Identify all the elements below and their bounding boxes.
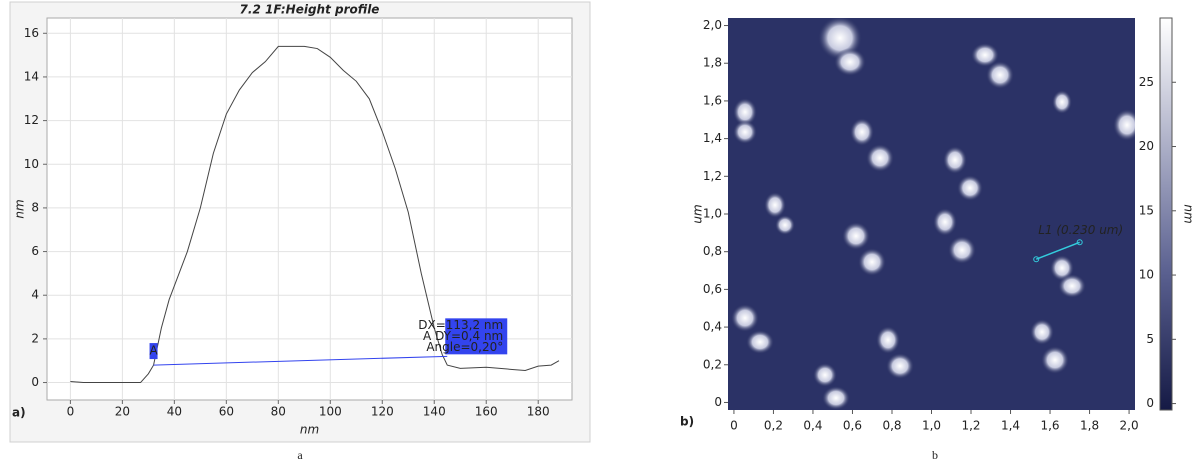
y-tick-label: 0,8	[703, 244, 722, 258]
x-tick-label: 1,6	[1040, 419, 1059, 433]
caption: b	[932, 448, 938, 462]
x-tick-label: 1,4	[1001, 419, 1020, 433]
x-tick-label: 0	[67, 405, 75, 419]
x-tick-label: 0	[730, 419, 738, 433]
measure-text: DX=113,2 nm	[418, 318, 503, 332]
y-tick-label: 1,8	[703, 56, 722, 70]
profile-marker-label: L1 (0.230 um)	[1038, 223, 1123, 237]
colorbar-tick-label: 5	[1146, 332, 1154, 346]
x-tick-label: 80	[271, 405, 286, 419]
y-tick-label: 0,4	[703, 320, 722, 334]
chart-title: 7.2 1F:Height profile	[240, 3, 380, 17]
y-tick-label: 1,4	[703, 131, 722, 145]
x-tick-label: 2,0	[1120, 419, 1139, 433]
y-tick-label: 4	[31, 288, 39, 302]
y-tick-label: 10	[24, 157, 39, 171]
colorbar-tick-label: 20	[1139, 139, 1154, 153]
y-tick-label: 0	[31, 375, 39, 389]
x-tick-label: 140	[423, 405, 446, 419]
colorbar-tick-label: 25	[1139, 75, 1154, 89]
measure-text: Angle=0,20°	[426, 340, 503, 354]
y-tick-label: 2,0	[703, 18, 722, 32]
x-tick-label: 0,6	[843, 419, 862, 433]
y-tick-label: 6	[31, 244, 39, 258]
afm-features	[731, 18, 1135, 410]
colorbar	[1159, 17, 1173, 411]
y-tick-label: 0,6	[703, 282, 722, 296]
x-axis-label: nm	[300, 423, 319, 437]
x-tick-label: 0,4	[803, 419, 822, 433]
x-tick-label: 160	[475, 405, 498, 419]
y-axis-label: um	[691, 204, 705, 223]
x-tick-label: 1,8	[1080, 419, 1099, 433]
measure-start-box	[149, 343, 158, 360]
x-tick-label: 0,2	[764, 419, 783, 433]
x-tick-label: 60	[219, 405, 234, 419]
y-tick-label: 0,2	[703, 357, 722, 371]
x-tick-label: 40	[167, 405, 182, 419]
panel-label: b)	[680, 415, 694, 429]
y-tick-label: 14	[24, 69, 39, 83]
measure-start-label: A	[149, 344, 158, 358]
y-tick-label: 1,2	[703, 169, 722, 183]
y-axis-label: nm	[13, 199, 27, 218]
y-tick-label: 0	[714, 395, 722, 409]
measure-line	[153, 355, 448, 366]
y-tick-label: 8	[31, 200, 39, 214]
panel-label: a)	[12, 406, 26, 420]
measure-box	[445, 318, 508, 355]
y-tick-label: 16	[24, 26, 39, 40]
profile-marker-end	[1033, 256, 1040, 263]
measure-text: A DY=0,4 nm	[423, 329, 503, 343]
x-tick-label: 0,8	[882, 419, 901, 433]
colorbar-label: nm	[1182, 204, 1196, 223]
caption: a	[297, 448, 303, 462]
x-tick-label: 120	[371, 405, 394, 419]
y-tick-label: 2	[31, 331, 39, 345]
x-tick-label: 20	[115, 405, 130, 419]
colorbar-tick-label: 0	[1146, 396, 1154, 410]
y-tick-label: 1,6	[703, 93, 722, 107]
afm-image	[728, 18, 1135, 410]
x-tick-label: 100	[319, 405, 342, 419]
profile-marker-end	[1076, 239, 1083, 246]
colorbar-tick-label: 15	[1139, 203, 1154, 217]
x-tick-label: 180	[527, 405, 550, 419]
colorbar-tick-label: 10	[1139, 268, 1154, 282]
x-tick-label: 1,2	[961, 419, 980, 433]
x-tick-label: 1,0	[922, 419, 941, 433]
y-tick-label: 1,0	[703, 207, 722, 221]
profile-marker	[1035, 241, 1080, 260]
y-tick-label: 12	[24, 113, 39, 127]
